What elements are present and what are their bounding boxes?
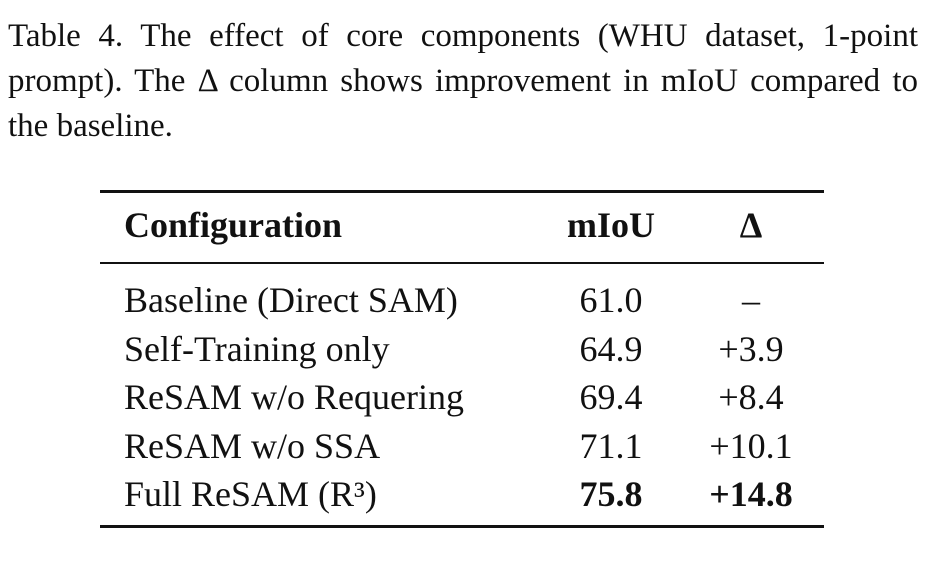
table-row: ReSAM w/o SSA 71.1 +10.1	[100, 422, 824, 471]
table-caption: Table 4. The effect of core components (…	[8, 18, 918, 144]
row-configuration: Self-Training only	[124, 328, 390, 369]
table-body: Baseline (Direct SAM) 61.0 – Self-Traini…	[100, 276, 824, 519]
row-miou: 71.1	[579, 425, 643, 466]
row-configuration: Full ReSAM (R³)	[124, 474, 377, 514]
row-miou: 64.9	[579, 328, 643, 369]
table-row-highlighted: Full ReSAM (R³) 75.8 +14.8	[100, 470, 824, 519]
table-bottom-rule	[100, 525, 824, 528]
row-delta: –	[742, 280, 760, 320]
header-miou: mIoU	[567, 205, 655, 245]
row-configuration: ReSAM w/o SSA	[124, 425, 381, 466]
row-configuration: ReSAM w/o Requering	[124, 377, 464, 417]
row-miou: 61.0	[579, 280, 643, 320]
row-delta: +8.4	[718, 377, 784, 417]
row-delta: +14.8	[709, 474, 793, 514]
header-delta: Δ	[739, 205, 763, 245]
row-delta: +3.9	[718, 328, 784, 369]
header-configuration: Configuration	[124, 205, 343, 245]
table-header-row: Configuration mIoU Δ	[100, 204, 824, 250]
table-row: Self-Training only 64.9 +3.9	[100, 325, 824, 374]
table-top-rule	[100, 190, 824, 193]
row-miou: 69.4	[579, 377, 643, 417]
row-configuration: Baseline (Direct SAM)	[124, 280, 458, 320]
table-row: ReSAM w/o Requering 69.4 +8.4	[100, 373, 824, 422]
table-row: Baseline (Direct SAM) 61.0 –	[100, 276, 824, 325]
table-header-rule	[100, 262, 824, 264]
row-delta: +10.1	[709, 425, 793, 466]
row-miou: 75.8	[579, 474, 643, 514]
